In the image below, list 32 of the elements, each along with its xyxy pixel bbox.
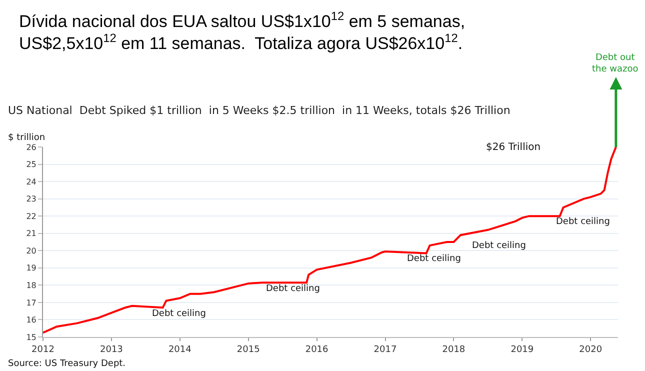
y-tick-label: 24 xyxy=(26,177,36,186)
annotation: Debt ceiling xyxy=(152,309,206,319)
y-tick-label: 17 xyxy=(26,298,36,308)
annotation: Debt ceiling xyxy=(556,217,610,227)
chart-subtitle: US National Debt Spiked $1 trillion in 5 Weeks $2.5 trillion in 11 Weeks, totals $26 Trillion xyxy=(8,104,510,117)
annotation: Debt ceiling xyxy=(472,241,526,251)
source-note: Source: US Treasury Dept. xyxy=(8,359,126,369)
y-tick-label: 26 xyxy=(26,142,36,152)
x-tick-label: 2014 xyxy=(168,344,192,355)
y-tick-label: 21 xyxy=(26,229,36,238)
chart-title: Dívida nacional dos EUA saltou US$1x10$^{12}$ em 5 semanas, US$2,5x10$^{12}$ em 11 semanas. Totaliza agora US$26x10$^{12}$. xyxy=(19,9,466,54)
x-tick-label: 2019 xyxy=(510,344,534,355)
x-tick-label: 2020 xyxy=(579,344,602,355)
annotation: Debt ceiling xyxy=(266,284,320,294)
x-tick-label: 2017 xyxy=(374,344,397,355)
y-tick-label: 25 xyxy=(26,160,36,170)
y-tick-label: 16 xyxy=(26,316,36,325)
annotation: $26 Trillion xyxy=(486,142,541,153)
x-tick-label: 2016 xyxy=(305,344,329,355)
y-tick-label: 23 xyxy=(26,194,36,204)
annotation: Debt out the wazoo xyxy=(592,53,639,75)
x-tick-label: 2015 xyxy=(236,344,260,355)
x-tick-label: 2018 xyxy=(442,344,466,355)
y-tick-label: 18 xyxy=(26,280,36,290)
y-axis-title: $ trillion xyxy=(8,133,46,143)
y-tick-label: 19 xyxy=(26,264,36,273)
x-tick-label: 2013 xyxy=(100,344,123,355)
annotation: Debt ceiling xyxy=(407,254,461,264)
y-tick-label: 22 xyxy=(26,212,36,221)
y-tick-label: 20 xyxy=(26,246,36,256)
x-tick-label: 2012 xyxy=(32,344,54,355)
y-tick-label: 15 xyxy=(26,332,36,342)
